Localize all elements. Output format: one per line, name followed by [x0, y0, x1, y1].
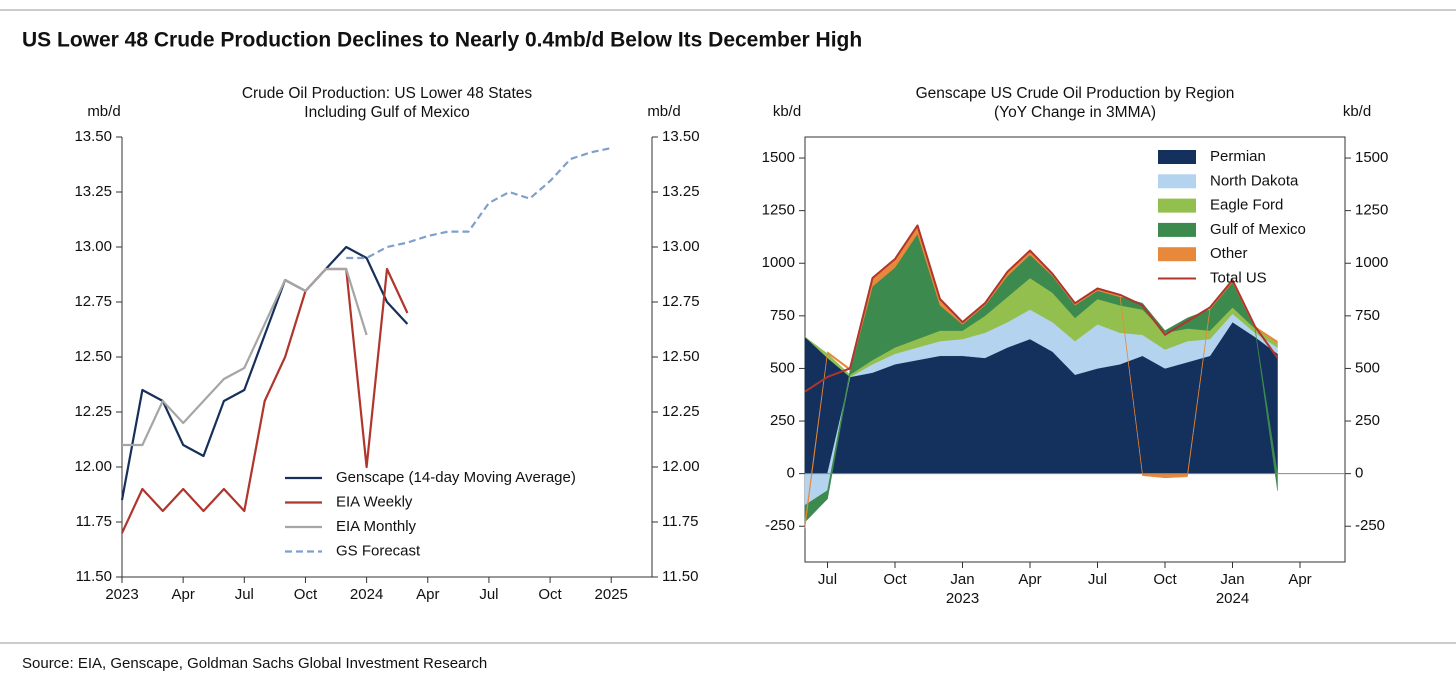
- y-tick-label: 13.50: [74, 128, 112, 145]
- legend-label: EIA Weekly: [336, 493, 413, 510]
- chart-title: Crude Oil Production: US Lower 48 States: [242, 85, 533, 102]
- y2-tick-label: 250: [1355, 412, 1380, 429]
- plot: [799, 136, 1351, 568]
- y2-tick-label: 12.00: [662, 458, 700, 475]
- series-line: [122, 267, 368, 447]
- y2-tick-label: 11.50: [662, 568, 698, 585]
- x-tick-label: Jan: [1220, 571, 1244, 588]
- series-line: [121, 267, 409, 534]
- chart-title: Including Gulf of Mexico: [304, 104, 469, 121]
- legend-swatch: [1158, 247, 1196, 262]
- y2-tick-label: -250: [1355, 517, 1385, 534]
- legend-swatch: [1158, 150, 1196, 164]
- legend-label: Gulf of Mexico: [1210, 221, 1306, 238]
- y2-tick-label: 13.00: [662, 238, 700, 255]
- y2-axis-label: mb/d: [647, 103, 680, 120]
- y-tick-label: 1500: [762, 149, 795, 166]
- y-tick-label: 12.75: [74, 293, 112, 310]
- x-tick-label: Oct: [294, 586, 318, 603]
- legend-swatch: [1158, 174, 1196, 189]
- chart-title: (YoY Change in 3MMA): [994, 104, 1156, 121]
- legend-swatch: [1158, 198, 1196, 213]
- x-tick-label: Jul: [479, 586, 498, 603]
- x-year-label: 2023: [946, 590, 979, 607]
- y2-tick-label: 12.50: [662, 348, 700, 365]
- x-tick-label: Apr: [416, 586, 439, 603]
- y2-tick-label: 11.75: [662, 513, 698, 530]
- x-tick-label: Oct: [1153, 571, 1177, 588]
- x-tick-label: Apr: [1288, 571, 1311, 588]
- y-tick-label: 250: [770, 412, 795, 429]
- x-tick-label: Jul: [1088, 571, 1107, 588]
- x-tick-label: Jul: [818, 571, 837, 588]
- legend-label: North Dakota: [1210, 172, 1299, 189]
- y-tick-label: 12.00: [74, 458, 112, 475]
- y2-tick-label: 12.75: [662, 293, 700, 310]
- series-line: [120, 245, 409, 501]
- legend-label: Eagle Ford: [1210, 197, 1283, 214]
- figure-title: US Lower 48 Crude Production Declines to…: [22, 29, 862, 52]
- x-tick-label: Oct: [883, 571, 907, 588]
- y-tick-label: -250: [765, 517, 795, 534]
- y-tick-label: 1250: [762, 202, 795, 219]
- legend-label: GS Forecast: [336, 542, 421, 559]
- x-tick-label: 2025: [595, 586, 628, 603]
- y2-tick-label: 13.50: [662, 128, 700, 145]
- legend-label: Total US: [1210, 269, 1267, 286]
- plot: [116, 136, 658, 583]
- y2-tick-label: 1000: [1355, 254, 1388, 271]
- y2-tick-label: 1500: [1355, 149, 1388, 166]
- y-tick-label: 11.75: [76, 513, 112, 530]
- y2-tick-label: 1250: [1355, 202, 1388, 219]
- y-tick-label: 500: [770, 359, 795, 376]
- y-axis-label: mb/d: [87, 103, 120, 120]
- series-line: [804, 224, 1279, 393]
- x-tick-label: Jul: [235, 586, 254, 603]
- x-tick-label: 2024: [350, 586, 383, 603]
- y-tick-label: 13.00: [74, 238, 112, 255]
- y-tick-label: 13.25: [74, 183, 112, 200]
- legend-label: Other: [1210, 245, 1248, 262]
- y2-tick-label: 500: [1355, 359, 1380, 376]
- y2-tick-label: 13.25: [662, 183, 700, 200]
- y2-tick-label: 750: [1355, 307, 1380, 324]
- y-axis-label: kb/d: [773, 103, 801, 120]
- legend-label: Genscape (14-day Moving Average): [336, 469, 576, 486]
- y2-tick-label: 12.25: [662, 403, 700, 420]
- x-tick-label: 2023: [105, 586, 138, 603]
- series-line: [346, 146, 612, 260]
- chart-title: Genscape US Crude Oil Production by Regi…: [916, 85, 1235, 102]
- y-tick-label: 0: [787, 465, 795, 482]
- y-tick-label: 750: [770, 307, 795, 324]
- x-tick-label: Apr: [171, 586, 194, 603]
- y2-tick-label: 0: [1355, 465, 1363, 482]
- legend-label: Permian: [1210, 148, 1266, 165]
- y-tick-label: 1000: [762, 254, 795, 271]
- x-tick-label: Jan: [950, 571, 974, 588]
- x-year-label: 2024: [1216, 590, 1249, 607]
- y-tick-label: 12.25: [74, 403, 112, 420]
- x-tick-label: Oct: [538, 586, 562, 603]
- y-tick-label: 12.50: [74, 348, 112, 365]
- source-note: Source: EIA, Genscape, Goldman Sachs Glo…: [22, 655, 487, 672]
- y2-axis-label: kb/d: [1343, 103, 1371, 120]
- y-tick-label: 11.50: [76, 568, 112, 585]
- x-tick-label: Apr: [1018, 571, 1041, 588]
- legend-swatch: [1158, 222, 1196, 237]
- legend-label: EIA Monthly: [336, 518, 417, 535]
